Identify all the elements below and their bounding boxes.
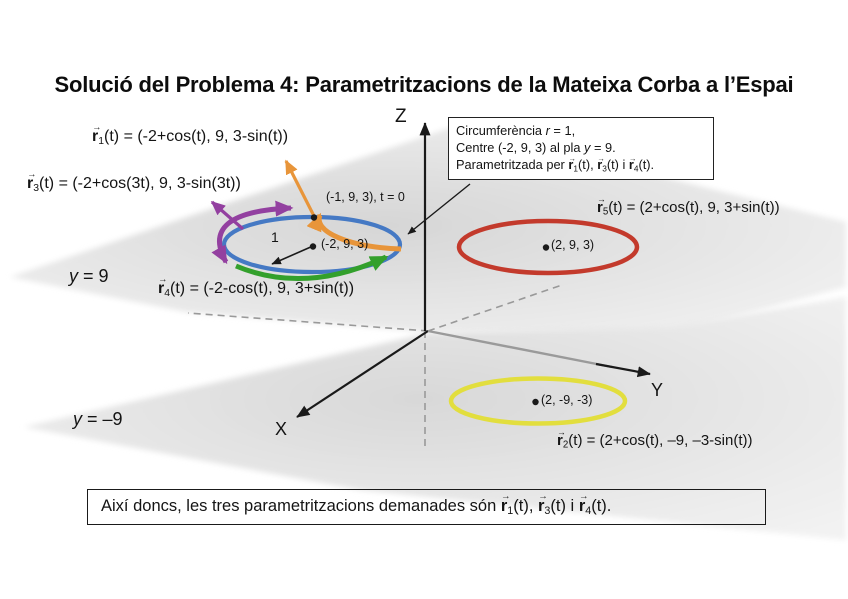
green-direction-arc — [235, 254, 389, 281]
point-blue-center-dot — [309, 243, 317, 250]
formula-r4: r4(t) = (-2-cos(t), 9, 3+sin(t)) — [158, 275, 354, 299]
callout-line-1: Circumferència r = 1, — [456, 123, 576, 138]
axis-y-back-segment — [427, 329, 613, 369]
label-blue-center: (-2, 9, 3) — [321, 237, 369, 251]
callout-connector-arrow — [407, 183, 471, 235]
vector-r-symbol: r — [597, 155, 605, 172]
vector-r-symbol: r — [579, 492, 589, 515]
label-axis-x: X — [275, 419, 288, 439]
vector-r-symbol: r — [501, 492, 511, 515]
plane-y9 — [10, 126, 846, 333]
vector-r-symbol: r — [538, 492, 548, 515]
formula-r3: r3(t) = (-2+cos(3t), 9, 3-sin(3t)) — [27, 170, 241, 194]
label-red-center: (2, 9, 3) — [551, 238, 595, 252]
radius-arrow — [271, 245, 314, 265]
label-yellow-center: (2, -9, -3) — [541, 393, 593, 407]
orange-pointer-arrow — [284, 159, 317, 219]
conclusion-box: Així doncs, les tres parametritzacions d… — [87, 489, 766, 525]
label-plane-y9: y = 9 — [69, 266, 109, 286]
purple-pointer-arrow — [210, 200, 245, 231]
orange-direction-arc — [306, 212, 402, 252]
circle-info-callout: Circumferència r = 1, Centre (-2, 9, 3) … — [448, 117, 714, 180]
vector-r-symbol: r — [597, 195, 606, 215]
formula-r1: r1(t) = (-2+cos(t), 9, 3-sin(t)) — [92, 123, 288, 147]
formula-r5: r5(t) = (2+cos(t), 9, 3+sin(t)) — [597, 195, 780, 218]
label-axis-z: Z — [395, 106, 407, 127]
vector-r-symbol: r — [158, 275, 168, 297]
purple-direction-arc — [211, 200, 294, 265]
plane-y-neg9 — [24, 297, 846, 540]
point-t0-dot — [310, 214, 318, 221]
vector-r-symbol: r — [27, 170, 37, 192]
vector-r-symbol: r — [557, 428, 566, 448]
vector-r-symbol: r — [568, 155, 576, 172]
vector-r-symbol: r — [629, 155, 637, 172]
label-radius: 1 — [271, 229, 279, 245]
formula-r2: r2(t) = (2+cos(t), –9, –3-sin(t)) — [557, 428, 753, 451]
vector-r-symbol: r — [92, 123, 102, 145]
label-plane-y-neg9: y = –9 — [73, 409, 123, 429]
circle-yellow-y-neg9 — [448, 376, 628, 426]
axis-x — [296, 330, 429, 418]
hidden-axis-y-negative — [187, 312, 429, 332]
label-axis-y: Y — [651, 380, 664, 400]
callout-line-3: Parametritzada per r1(t), r3(t) i r4(t). — [456, 155, 706, 174]
point-yellow-center-dot — [532, 398, 539, 406]
point-red-center-dot — [542, 244, 550, 251]
circle-red-y9 — [456, 218, 640, 276]
slide-title: Solució del Problema 4: Parametritzacion… — [54, 72, 794, 97]
axis-y — [595, 362, 651, 378]
callout-line-2: Centre (-2, 9, 3) al pla y = 9. — [456, 140, 616, 156]
label-point-t0: (-1, 9, 3), t = 0 — [326, 190, 405, 204]
